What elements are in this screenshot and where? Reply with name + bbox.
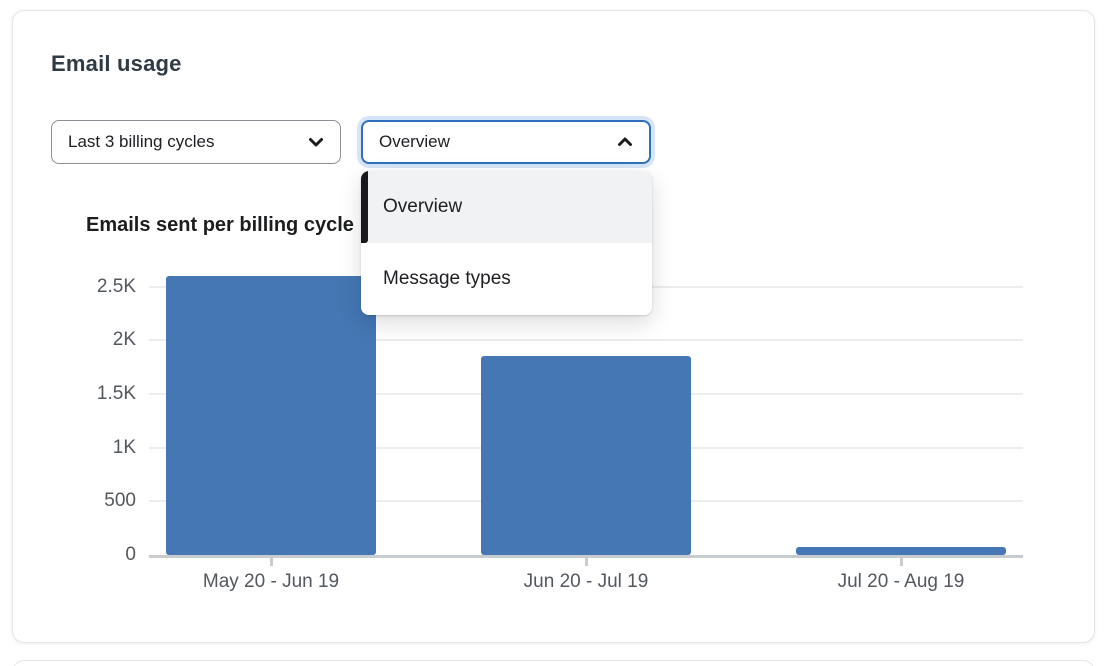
chart-controls: Last 3 billing cycles Overview [51, 120, 651, 164]
billing-cycles-select-value: Last 3 billing cycles [68, 132, 215, 151]
x-axis-label: Jun 20 - Jul 19 [523, 571, 649, 592]
chart-title: Emails sent per billing cycle [86, 214, 354, 236]
view-select-menu: Overview Message types [361, 171, 652, 315]
bar-2 [481, 356, 691, 555]
x-axis-tick [899, 558, 903, 566]
y-axis-tick-label: 1.5K [96, 382, 136, 404]
bar-3 [796, 546, 1006, 555]
y-axis-tick-label: 1K [112, 436, 136, 458]
x-axis-label: May 20 - Jun 19 [202, 571, 340, 592]
x-axis-tick [269, 558, 273, 566]
x-axis-tick [584, 558, 588, 566]
bar-1 [166, 275, 376, 555]
x-axis-label: Jul 20 - Aug 19 [837, 571, 965, 592]
y-axis-tick-label: 0 [125, 544, 136, 565]
next-card-top-edge [12, 660, 1095, 666]
y-axis-tick-label: 2K [112, 329, 136, 351]
menu-item-message-types[interactable]: Message types [361, 243, 652, 315]
x-axis-line [149, 555, 1023, 558]
billing-cycles-select[interactable]: Last 3 billing cycles [51, 120, 341, 164]
page-title: Email usage [51, 51, 182, 76]
plot-area: 0 500 1K 1.5K 2K 2.5K May 20 - Jun 19 Jun 20 - … [97, 255, 1023, 592]
y-axis-tick-label: 500 [104, 490, 136, 512]
email-usage-card: Email usage Last 3 billing cycles Overvi… [12, 10, 1095, 643]
view-select-value: Overview [379, 132, 450, 151]
y-axis-tick-label: 2.5K [96, 275, 136, 297]
chevron-up-icon [618, 137, 632, 146]
chevron-down-icon [309, 138, 323, 147]
menu-item-overview[interactable]: Overview [361, 171, 652, 243]
view-select[interactable]: Overview [361, 120, 651, 164]
gridline [149, 339, 1023, 342]
